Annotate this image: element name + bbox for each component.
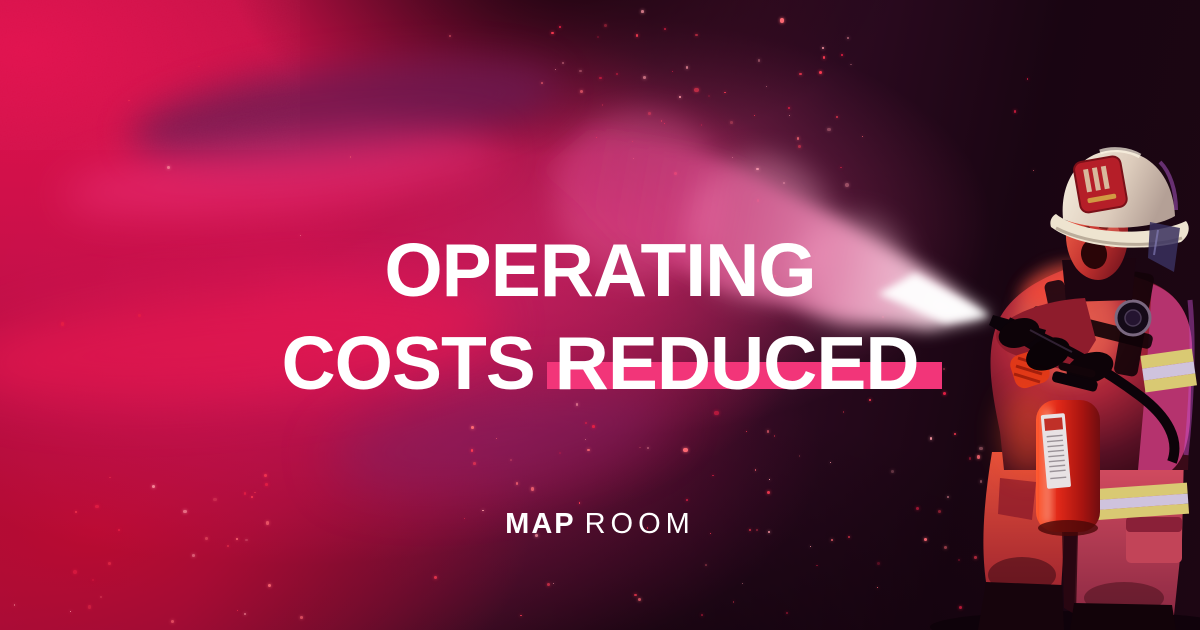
extinguisher-tank bbox=[1002, 362, 1100, 536]
spray-cone bbox=[540, 128, 990, 330]
title-line2-prefix: COSTS bbox=[281, 321, 535, 405]
title-line-1: OPERATING bbox=[384, 228, 816, 312]
firefighter-arms bbox=[989, 298, 1180, 464]
reflective-band bbox=[1089, 482, 1190, 521]
firefighter-helmet bbox=[1050, 147, 1189, 272]
helmet-visor bbox=[1148, 222, 1180, 272]
extinguisher-spray bbox=[540, 110, 990, 330]
glove bbox=[998, 318, 1040, 348]
firefighter-boots bbox=[978, 582, 1176, 630]
extinguisher-label bbox=[1040, 413, 1071, 489]
firefighter-illustration bbox=[930, 147, 1200, 630]
open-mouth bbox=[1080, 239, 1108, 269]
brand-name-bold: MAP bbox=[505, 508, 576, 540]
brand-name-light: ROOM bbox=[584, 508, 695, 540]
firefighter-head bbox=[1050, 147, 1189, 302]
page-title: OPERATING COSTS REDUCED bbox=[0, 224, 1200, 410]
title-highlight: REDUCED bbox=[546, 317, 942, 410]
helmet-badge bbox=[1073, 155, 1128, 214]
title-line-2: COSTS REDUCED bbox=[0, 317, 1200, 410]
brand-logo: MAP ROOM bbox=[0, 508, 1200, 541]
pressure-gauge bbox=[1114, 299, 1152, 337]
reflective-cuff bbox=[1140, 348, 1197, 393]
glove bbox=[1066, 351, 1114, 385]
